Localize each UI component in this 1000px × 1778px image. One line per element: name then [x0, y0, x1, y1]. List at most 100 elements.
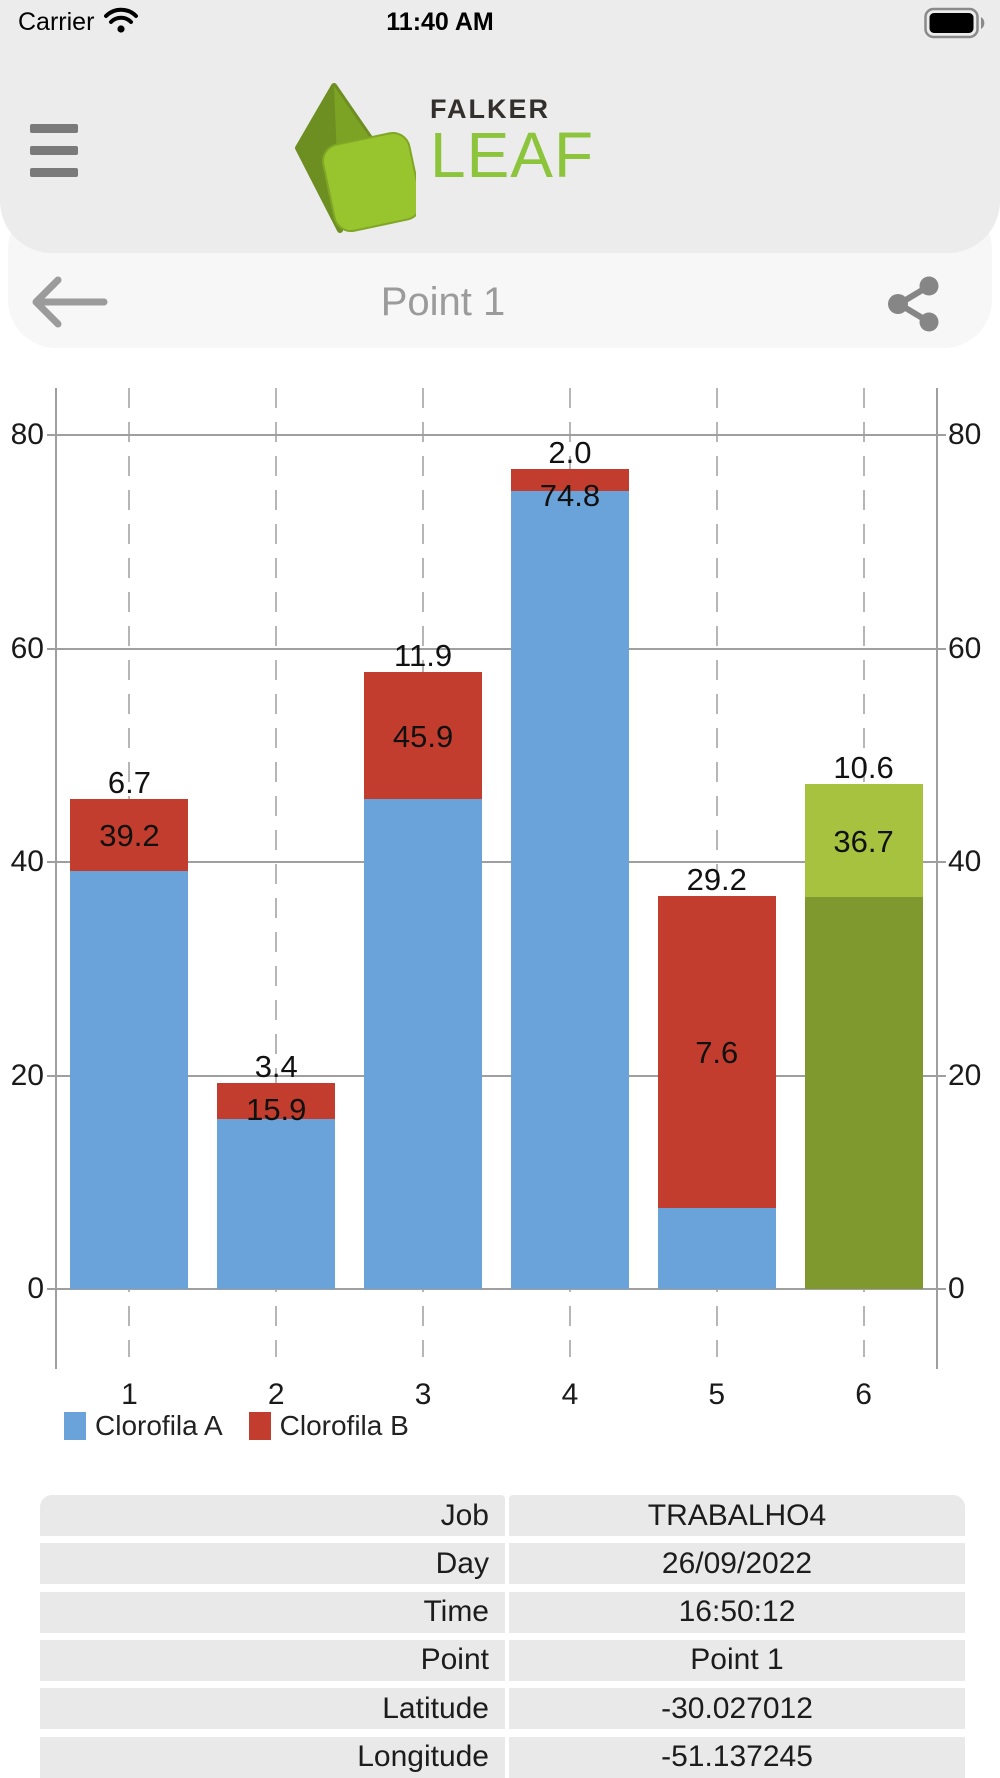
y-axis-label-left: 60: [10, 631, 44, 665]
y-axis-rail-right: [936, 388, 938, 1369]
legend-swatch: [64, 1412, 86, 1440]
x-axis-label: 1: [121, 1378, 138, 1411]
table-row-label: Time: [40, 1591, 505, 1633]
category-gridline-dashed: [275, 388, 278, 1357]
page-title: Point 1: [380, 280, 506, 324]
app-header: [0, 0, 1000, 253]
x-axis-label: 6: [855, 1378, 872, 1411]
x-axis-label: 2: [267, 1378, 285, 1411]
legend-label: Clorofila B: [279, 1410, 409, 1441]
bar-value-label-b: 11.9: [394, 637, 453, 673]
bar-value-label-a: 39.2: [99, 817, 160, 853]
bar-segment-clorofila-b: [217, 1082, 336, 1120]
y-gridline: [56, 647, 937, 650]
y-axis-tick-left: [47, 647, 56, 650]
table-row-label: Latitude: [40, 1688, 505, 1730]
bar-segment-clorofila-a: [510, 490, 629, 1289]
table-row: Point Point 1: [0, 1639, 1000, 1681]
y-axis-tick-left: [47, 434, 56, 436]
table-row-label: Point: [40, 1639, 505, 1681]
y-axis-tick-right: [937, 861, 946, 863]
hamburger-menu-icon[interactable]: [30, 124, 78, 177]
legend-swatch: [248, 1412, 271, 1440]
table-row-label: Job: [40, 1495, 505, 1536]
y-axis-tick-right: [937, 1288, 946, 1290]
y-gridline: [56, 1074, 937, 1077]
bar-value-label-a: 45.9: [392, 718, 454, 754]
y-axis-label-right: 60: [948, 631, 982, 665]
y-axis-label-left: 0: [27, 1272, 44, 1305]
y-gridline: [56, 434, 937, 436]
y-axis-label-right: 0: [948, 1272, 965, 1305]
status-time: 11:40 AM: [386, 8, 494, 36]
app-logo: FALKER LEAF: [288, 82, 594, 242]
y-axis-rail-left: [55, 388, 57, 1369]
category-gridline-dashed: [715, 388, 718, 1357]
y-axis-tick-left: [47, 861, 56, 863]
y-axis-tick-right: [937, 647, 946, 650]
legend-item: Clorofila B: [248, 1410, 409, 1442]
bar-value-label-a: 74.8: [539, 478, 601, 514]
share-icon[interactable]: [886, 276, 942, 332]
bar-value-label-b: 10.6: [833, 750, 894, 786]
bar-segment-clorofila-a: [70, 870, 189, 1289]
table-row-value: 26/09/2022: [509, 1543, 965, 1585]
table-row-value: TRABALHO4: [509, 1495, 965, 1536]
bar-value-label-b: 2.0: [548, 435, 592, 471]
bar-value-label-b: 29.2: [686, 862, 747, 898]
y-axis-label-left: 40: [10, 845, 44, 878]
bar-segment-clorofila-b: [364, 671, 483, 800]
bar-value-label-a: 15.9: [246, 1091, 307, 1127]
logo-falker-text: FALKER: [430, 94, 550, 124]
bar-segment-clorofila-b: [70, 799, 189, 871]
y-axis-label-right: 80: [948, 418, 982, 451]
y-axis-label-right: 20: [948, 1058, 982, 1092]
bar-segment-clorofila-a: [657, 1207, 776, 1289]
measurement-info-table: Job TRABALHO4 Day 26/09/2022 Time 16:50:12 Poi…: [0, 1495, 1000, 1778]
table-row-value: 16:50:12: [509, 1591, 965, 1633]
y-axis-tick-right: [937, 434, 946, 436]
bar-value-label-b: 3.4: [254, 1048, 298, 1084]
battery-full-icon: [924, 7, 986, 44]
bar-segment-clorofila-a: [217, 1119, 336, 1289]
chart-legend: Clorofila A Clorofila B: [64, 1410, 409, 1442]
y-axis-tick-right: [937, 1074, 946, 1077]
back-button[interactable]: [28, 270, 112, 334]
bar-segment-clorofila-a: [364, 799, 483, 1289]
y-axis-label-right: 40: [948, 845, 982, 878]
y-gridline: [56, 1288, 937, 1290]
legend-item: Clorofila A: [64, 1410, 223, 1442]
x-axis-label: 4: [561, 1378, 579, 1411]
bar-segment-clorofila-a: [804, 897, 923, 1289]
wifi-icon: [103, 6, 139, 39]
bar-segment-clorofila-b: [804, 784, 923, 898]
table-row-value: -30.027012: [509, 1688, 965, 1730]
table-row: Day 26/09/2022: [0, 1543, 1000, 1585]
legend-label: Clorofila A: [95, 1410, 223, 1441]
table-row: Latitude -30.027012: [0, 1688, 1000, 1730]
x-axis-label: 5: [708, 1378, 726, 1411]
table-row-value: -51.137245: [509, 1736, 965, 1778]
table-row: Longitude -51.137245: [0, 1736, 1000, 1778]
table-row: Job TRABALHO4: [0, 1495, 1000, 1536]
y-gridline: [56, 861, 937, 863]
leaf-logo-icon: [288, 82, 423, 242]
status-bar: Carrier 11:40 AM: [0, 0, 1000, 46]
table-row: Time 16:50:12: [0, 1591, 1000, 1633]
chlorophyll-stacked-bar-chart: 0 0 20 20 40 40 60 60 80 80 6.7 39.2 1 3.4 15.9 2 11.9 45…: [0, 370, 1000, 1480]
bar-segment-clorofila-b: [510, 469, 629, 491]
x-axis-label: 3: [414, 1378, 432, 1411]
y-axis-tick-left: [47, 1288, 56, 1290]
table-row-value: Point 1: [509, 1639, 965, 1681]
y-axis-label-left: 80: [10, 418, 44, 451]
bar-value-label-a: 36.7: [833, 823, 894, 859]
table-row-label: Longitude: [40, 1736, 505, 1778]
y-axis-label-left: 20: [10, 1058, 44, 1092]
logo-leaf-text: LEAF: [430, 119, 595, 191]
bar-segment-clorofila-b: [657, 896, 776, 1208]
y-axis-tick-left: [47, 1074, 56, 1077]
table-row-label: Day: [40, 1543, 505, 1585]
bar-value-label-a: 7.6: [695, 1035, 739, 1070]
bar-value-label-b: 6.7: [107, 765, 151, 801]
